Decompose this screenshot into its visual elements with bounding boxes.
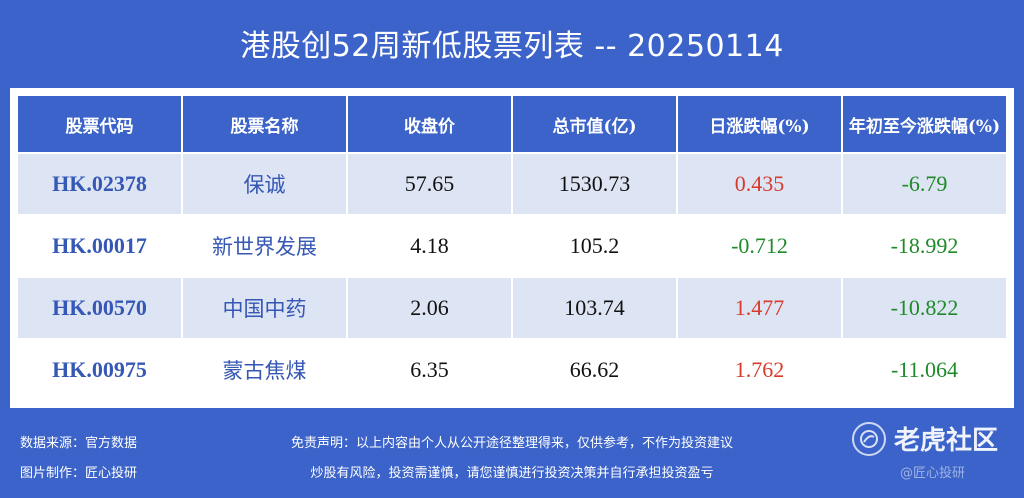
disclaimer-line-1: 免责声明：以上内容由个人从公开途径整理得来，仅供参考，不作为投资建议: [290, 436, 733, 451]
daily-change: 1.762: [678, 340, 841, 400]
header-code: 股票代码: [18, 96, 181, 152]
close-price: 2.06: [348, 278, 511, 338]
ytd-change: -10.822: [843, 278, 1006, 338]
stock-code: HK.00017: [18, 216, 181, 276]
stock-name: 中国中药: [183, 278, 346, 338]
daily-change: 1.477: [678, 278, 841, 338]
ytd-change: -18.992: [843, 216, 1006, 276]
stock-name: 保诚: [183, 154, 346, 214]
ytd-change: -11.064: [843, 340, 1006, 400]
watermark-subtext: @匠心投研: [900, 466, 966, 481]
disclaimer-line-2: 炒股有风险，投资需谨慎，请您谨慎进行投资决策并自行承担投资盈亏: [310, 466, 714, 481]
close-price: 6.35: [348, 340, 511, 400]
market-cap: 66.62: [513, 340, 676, 400]
stock-table: 股票代码 股票名称 收盘价 总市值(亿) 日涨跌幅(%) 年初至今涨跌幅(%) …: [16, 94, 1008, 402]
table-header-row: 股票代码 股票名称 收盘价 总市值(亿) 日涨跌幅(%) 年初至今涨跌幅(%): [18, 96, 1006, 152]
table-row: HK.00975 蒙古焦煤 6.35 66.62 1.762 -11.064: [18, 340, 1006, 400]
footer: 数据来源：官方数据 图片制作：匠心投研 免责声明：以上内容由个人从公开途径整理得…: [0, 420, 1024, 498]
stock-name: 蒙古焦煤: [183, 340, 346, 400]
tiger-community-logo-icon: [852, 421, 886, 456]
table-row: HK.00570 中国中药 2.06 103.74 1.477 -10.822: [18, 278, 1006, 338]
data-source-text: 数据来源：官方数据: [20, 436, 138, 451]
ytd-change: -6.79: [843, 154, 1006, 214]
stock-table-panel: 股票代码 股票名称 收盘价 总市值(亿) 日涨跌幅(%) 年初至今涨跌幅(%) …: [10, 88, 1014, 408]
table-row: HK.00017 新世界发展 4.18 105.2 -0.712 -18.992: [18, 216, 1006, 276]
close-price: 57.65: [348, 154, 511, 214]
header-ytd-change: 年初至今涨跌幅(%): [843, 96, 1006, 152]
market-cap: 103.74: [513, 278, 676, 338]
watermark: 老虎社区: [852, 420, 998, 457]
market-cap: 1530.73: [513, 154, 676, 214]
table-row: HK.02378 保诚 57.65 1530.73 0.435 -6.79: [18, 154, 1006, 214]
stock-code: HK.00570: [18, 278, 181, 338]
header-close: 收盘价: [348, 96, 511, 152]
daily-change: 0.435: [678, 154, 841, 214]
market-cap: 105.2: [513, 216, 676, 276]
stock-code: HK.02378: [18, 154, 181, 214]
close-price: 4.18: [348, 216, 511, 276]
watermark-text: 老虎社区: [894, 426, 999, 456]
daily-change: -0.712: [678, 216, 841, 276]
image-maker-text: 图片制作：匠心投研: [20, 466, 138, 481]
header-name: 股票名称: [183, 96, 346, 152]
stock-name: 新世界发展: [183, 216, 346, 276]
page-title: 港股创52周新低股票列表 -- 20250114: [240, 29, 784, 64]
header-daily-change: 日涨跌幅(%): [678, 96, 841, 152]
header-market-cap: 总市值(亿): [513, 96, 676, 152]
stock-code: HK.00975: [18, 340, 181, 400]
